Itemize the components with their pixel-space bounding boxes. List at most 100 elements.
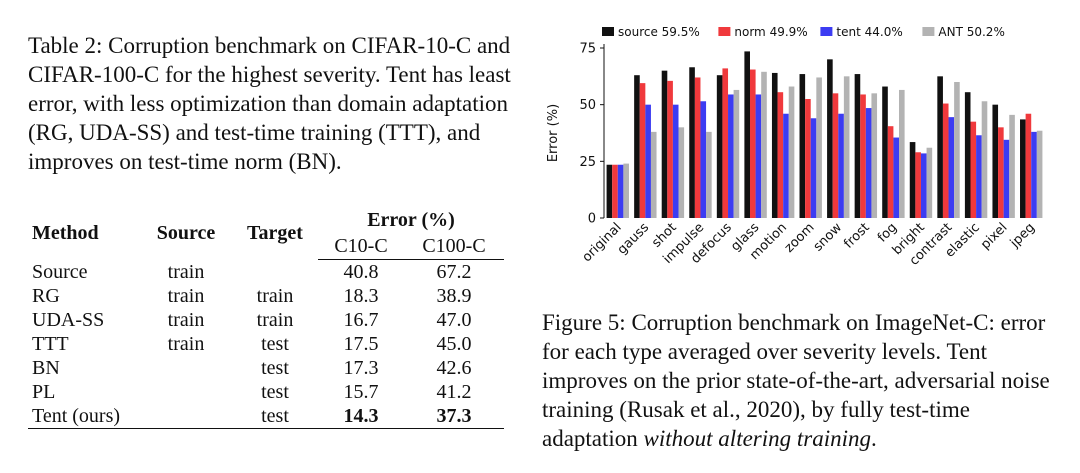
legend-label: tent 44.0% [836, 25, 902, 39]
table-row: UDA-SS train train 16.7 47.0 [28, 308, 504, 332]
bar [854, 74, 861, 218]
bar [964, 92, 971, 218]
table-row: TTT train test 17.5 45.0 [28, 332, 504, 356]
table-caption: Table 2: Corruption benchmark on CIFAR-1… [28, 31, 528, 176]
bar [650, 131, 657, 218]
bar [617, 164, 624, 218]
bar [799, 74, 806, 218]
results-table: Method Source Target Error (%) C10-C C10… [28, 207, 504, 429]
x-tick-label: gauss [615, 220, 653, 258]
bar [920, 153, 927, 218]
row-c10: 15.7 [343, 381, 379, 403]
row-c10: 14.3 [318, 404, 404, 429]
bar [1020, 119, 1026, 218]
row-c100: 38.9 [436, 285, 472, 307]
row-c10: 40.8 [343, 261, 379, 283]
bar [948, 117, 955, 218]
row-target: test [261, 333, 289, 355]
row-target: test [232, 404, 318, 429]
header-error: Error (%) [367, 209, 455, 231]
bar [1009, 114, 1015, 218]
legend-label: source 59.5% [618, 25, 700, 39]
bar [1031, 131, 1037, 218]
header-c10: C10-C [318, 233, 404, 260]
legend-swatch [602, 27, 614, 36]
bar [915, 152, 921, 218]
row-c100: 42.6 [436, 357, 472, 379]
bar [722, 68, 729, 219]
legend-label: ANT 50.2% [938, 25, 1004, 39]
row-c100: 47.0 [436, 309, 472, 331]
bar [942, 103, 949, 218]
bar [689, 67, 695, 218]
bar [744, 51, 750, 219]
bar [827, 59, 833, 219]
header-method: Method [32, 222, 99, 245]
row-target [232, 260, 318, 285]
bar [810, 118, 817, 218]
bar [606, 164, 613, 218]
figure-caption-label: Figure 5: [542, 310, 626, 335]
bar [777, 92, 784, 218]
bar [926, 147, 933, 218]
bar [639, 83, 646, 218]
bar [694, 77, 701, 218]
figure-caption-end: . [871, 426, 877, 451]
bar [937, 76, 943, 218]
legend-label: norm 49.9% [734, 25, 807, 39]
bar [981, 101, 988, 218]
row-method: RG [32, 285, 60, 307]
bar [992, 104, 999, 218]
x-tick-label: snow [811, 220, 846, 255]
legend-swatch [718, 27, 731, 36]
table-caption-label: Table 2: [28, 33, 103, 58]
row-source: train [167, 309, 205, 331]
bar [623, 163, 629, 218]
x-tick-label: zoom [782, 220, 818, 256]
bar [865, 108, 872, 218]
bar [716, 75, 723, 218]
row-method: BN [32, 357, 60, 379]
bar [860, 94, 866, 218]
row-c100: 67.2 [436, 261, 472, 283]
header-source: Source [156, 222, 216, 245]
header-c100: C100-C [404, 233, 504, 260]
bar [728, 94, 734, 218]
row-target: test [261, 357, 289, 379]
x-tick-label: jpeg [1007, 220, 1038, 251]
bar [976, 135, 982, 218]
row-source: train [167, 333, 205, 355]
y-axis-label: Error (%) [546, 104, 561, 162]
x-tick-label: frost [841, 220, 872, 251]
bar [909, 142, 916, 218]
row-target: train [256, 309, 294, 331]
bar [700, 101, 707, 218]
bar [893, 137, 900, 218]
row-c10: 18.3 [343, 285, 379, 307]
table-row: RG train train 18.3 38.9 [28, 284, 504, 308]
table-row: PL test 15.7 41.2 [28, 380, 504, 404]
bar [887, 126, 894, 218]
bar [843, 76, 850, 218]
bar [678, 127, 685, 218]
row-source [140, 356, 232, 380]
bar [661, 70, 668, 218]
row-c100: 45.0 [436, 333, 472, 355]
bar [954, 82, 960, 218]
bar [1036, 130, 1043, 218]
row-source: train [167, 285, 205, 307]
bar [970, 121, 977, 218]
bar [832, 93, 839, 218]
row-c100: 41.2 [436, 381, 472, 403]
row-c10: 17.3 [343, 357, 379, 379]
figure-caption: Figure 5: Corruption benchmark on ImageN… [542, 308, 1057, 453]
bar [706, 131, 712, 218]
x-tick-label: pixel [978, 220, 1010, 252]
bar [634, 75, 640, 218]
legend-swatch [922, 27, 935, 36]
row-c10: 16.7 [343, 309, 379, 331]
bar [805, 99, 811, 218]
y-tick-label: 75 [579, 42, 596, 57]
bar [733, 89, 740, 218]
bar [788, 86, 795, 219]
